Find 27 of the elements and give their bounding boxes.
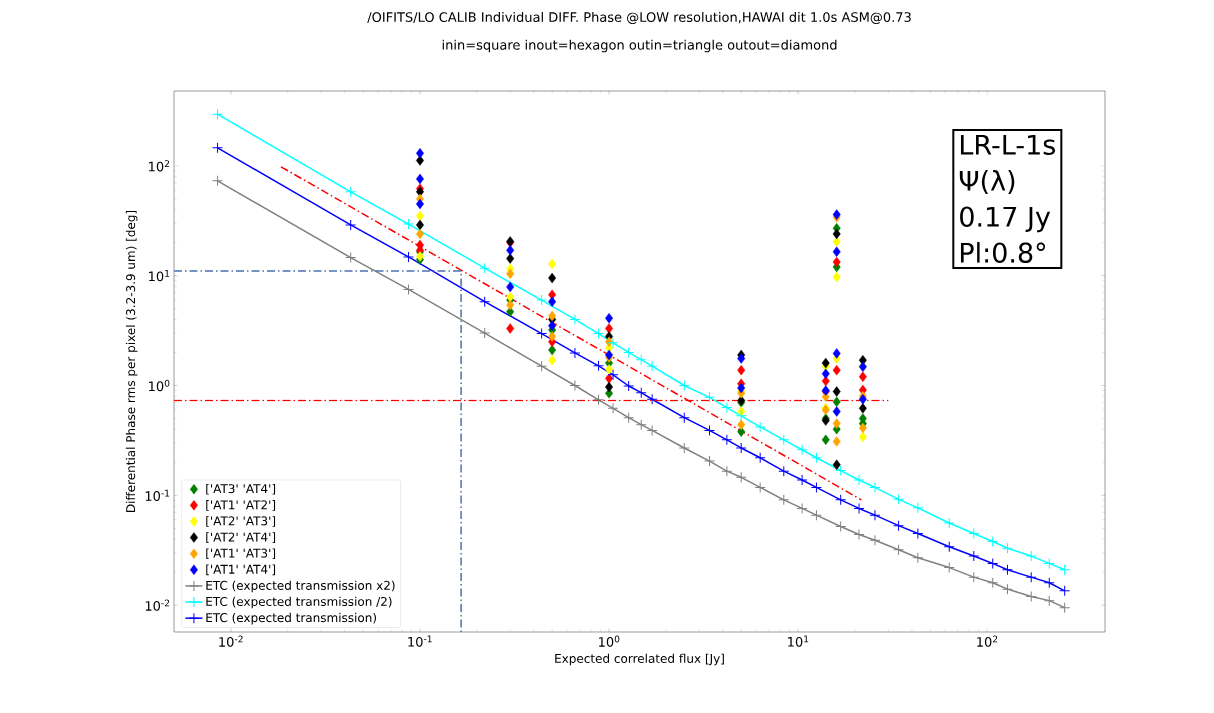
legend-label: ['AT2' 'AT3'] <box>206 516 276 527</box>
annotation: LR-L-1s <box>960 134 1056 155</box>
annotation: 0.17 Jy <box>960 206 1051 233</box>
x-tick-label: 10$^{2}$ <box>977 635 998 647</box>
x-tick-label: 10$^{-1}$ <box>408 635 432 647</box>
legend-label: ['AT1' 'AT4'] <box>206 564 276 576</box>
chart-title: /OIFITS/LO CALIB Individual DIFF. Phase @LOW resolution,HAWAI dit 1.0s ASM@0.73 <box>367 11 911 25</box>
legend-label: ['AT2' 'AT4'] <box>206 532 276 543</box>
y-tick-label: 10$^{2}$ <box>149 160 170 172</box>
legend-label: ETC (expected transmission) <box>206 612 377 625</box>
y-axis-title: Differential Phase rms per pixel (3.2-3.9 um) [deg] <box>125 210 138 512</box>
x-axis-title: Expected correlated flux [Jy] <box>555 653 724 666</box>
legend-label: ['AT3' 'AT4'] <box>206 483 276 495</box>
legend-label: ['AT1' 'AT3'] <box>206 548 276 560</box>
x-tick-label: 10$^{-2}$ <box>219 635 243 647</box>
y-tick-label: 10$^{0}$ <box>149 379 170 392</box>
legend-label: ['AT1' 'AT2'] <box>206 500 276 511</box>
x-tick-label: 10$^{0}$ <box>599 635 620 647</box>
legend-label: ETC (expected transmission /2) <box>206 596 392 609</box>
annotation: Ψ(λ) <box>959 170 1015 195</box>
y-tick-label: 10$^{-1}$ <box>145 489 170 501</box>
y-tick-label: 10$^{1}$ <box>149 270 170 282</box>
annotation: Pl:0.8° <box>960 242 1046 263</box>
y-tick-label: 10$^{-2}$ <box>145 599 170 611</box>
x-tick-label: 10$^{1}$ <box>788 635 809 647</box>
chart-subtitle: inin=square inout=hexagon outin=triangle outout=diamond <box>442 39 837 53</box>
legend-label: ETC (expected transmission x2) <box>206 580 395 593</box>
